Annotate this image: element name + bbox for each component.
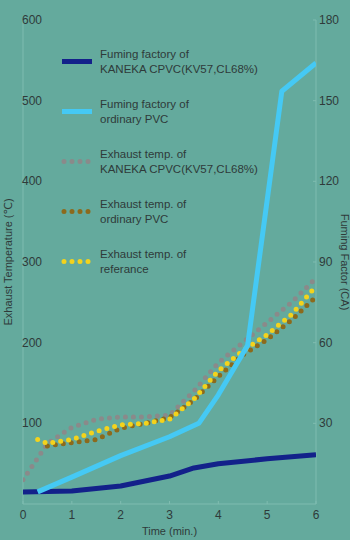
- y2-tick: [313, 181, 316, 182]
- y-tick-label: 200: [22, 336, 42, 350]
- legend-label-line: Fuming factory of: [100, 98, 190, 110]
- legend-label: Fuming factory of ordinary PVC: [100, 98, 190, 125]
- y2-tick: [313, 423, 316, 424]
- y2-tick: [313, 342, 316, 343]
- legend-label-line: ordinary PVC: [100, 113, 168, 125]
- y-axis-title: Exhaust Temperature (℃): [2, 198, 14, 325]
- x-tick: [218, 501, 219, 504]
- legend-swatch: [64, 159, 92, 164]
- y2-tick-label: 90: [319, 255, 333, 269]
- legend-label: Fuming factory of KANEKA CPVC(KV57,CL68%): [100, 48, 258, 75]
- chart: 100 200 300 400 500 600 30 60 90 120 150 180 0 1 2 3 4 5 6…: [0, 0, 350, 540]
- plot-area: [23, 63, 316, 492]
- legend-label-line: referance: [100, 263, 149, 275]
- y-tick-label: 500: [22, 94, 42, 108]
- legend-label-line: KANEKA CPVC(KV57,CL68%): [100, 63, 258, 75]
- series-line: [23, 455, 316, 492]
- y2-tick: [313, 20, 316, 21]
- y2-tick-label: 150: [319, 94, 339, 108]
- x-tick-label: 5: [264, 508, 271, 522]
- x-tick-label: 2: [117, 508, 124, 522]
- x-tick: [120, 501, 121, 504]
- legend-label-line: Exhaust temp. of: [100, 198, 187, 210]
- x-tick: [71, 501, 72, 504]
- y-tick-label: 600: [22, 13, 42, 27]
- x-tick-label: 1: [68, 508, 75, 522]
- legend-label: Exhaust temp. of KANEKA CPVC(KV57,CL68%): [100, 148, 258, 175]
- series-line: [38, 286, 316, 443]
- x-tick: [267, 501, 268, 504]
- x-tick: [316, 501, 317, 504]
- y2-tick-label: 30: [319, 416, 333, 430]
- y2-tick: [313, 100, 316, 101]
- legend-label: Exhaust temp. of ordinary PVC: [100, 198, 187, 225]
- legend-label-line: KANEKA CPVC(KV57,CL68%): [100, 163, 258, 175]
- y2-axis-title: Fuming Factor (CA): [339, 214, 350, 311]
- series-line: [47, 297, 316, 446]
- y2-tick-label: 180: [319, 13, 339, 27]
- legend-swatch: [64, 259, 92, 264]
- legend-label: Exhaust temp. of referance: [100, 248, 187, 275]
- x-tick-label: 0: [20, 508, 27, 522]
- legend-label-line: Fuming factory of: [100, 48, 190, 60]
- x-tick: [169, 501, 170, 504]
- legend-swatch: [62, 59, 92, 64]
- y-tick-label: 100: [22, 416, 42, 430]
- x-tick: [23, 501, 24, 504]
- x-axis-title: Time (min.): [142, 525, 197, 537]
- legend-swatch: [62, 109, 92, 114]
- legend: Fuming factory of KANEKA CPVC(KV57,CL68%)…: [62, 48, 258, 275]
- y2-tick: [313, 262, 316, 263]
- y2-tick-label: 60: [319, 336, 333, 350]
- legend-label-line: Exhaust temp. of: [100, 248, 187, 260]
- y2-tick-label: 120: [319, 174, 339, 188]
- x-tick-label: 4: [215, 508, 222, 522]
- legend-label-line: ordinary PVC: [100, 213, 168, 225]
- legend-label-line: Exhaust temp. of: [100, 148, 187, 160]
- x-tick-label: 3: [166, 508, 173, 522]
- y-tick-label: 400: [22, 174, 42, 188]
- legend-swatch: [64, 209, 92, 214]
- x-tick-label: 6: [313, 508, 320, 522]
- series-line: [38, 63, 316, 492]
- series-line: [23, 278, 316, 480]
- y-tick-label: 300: [22, 255, 42, 269]
